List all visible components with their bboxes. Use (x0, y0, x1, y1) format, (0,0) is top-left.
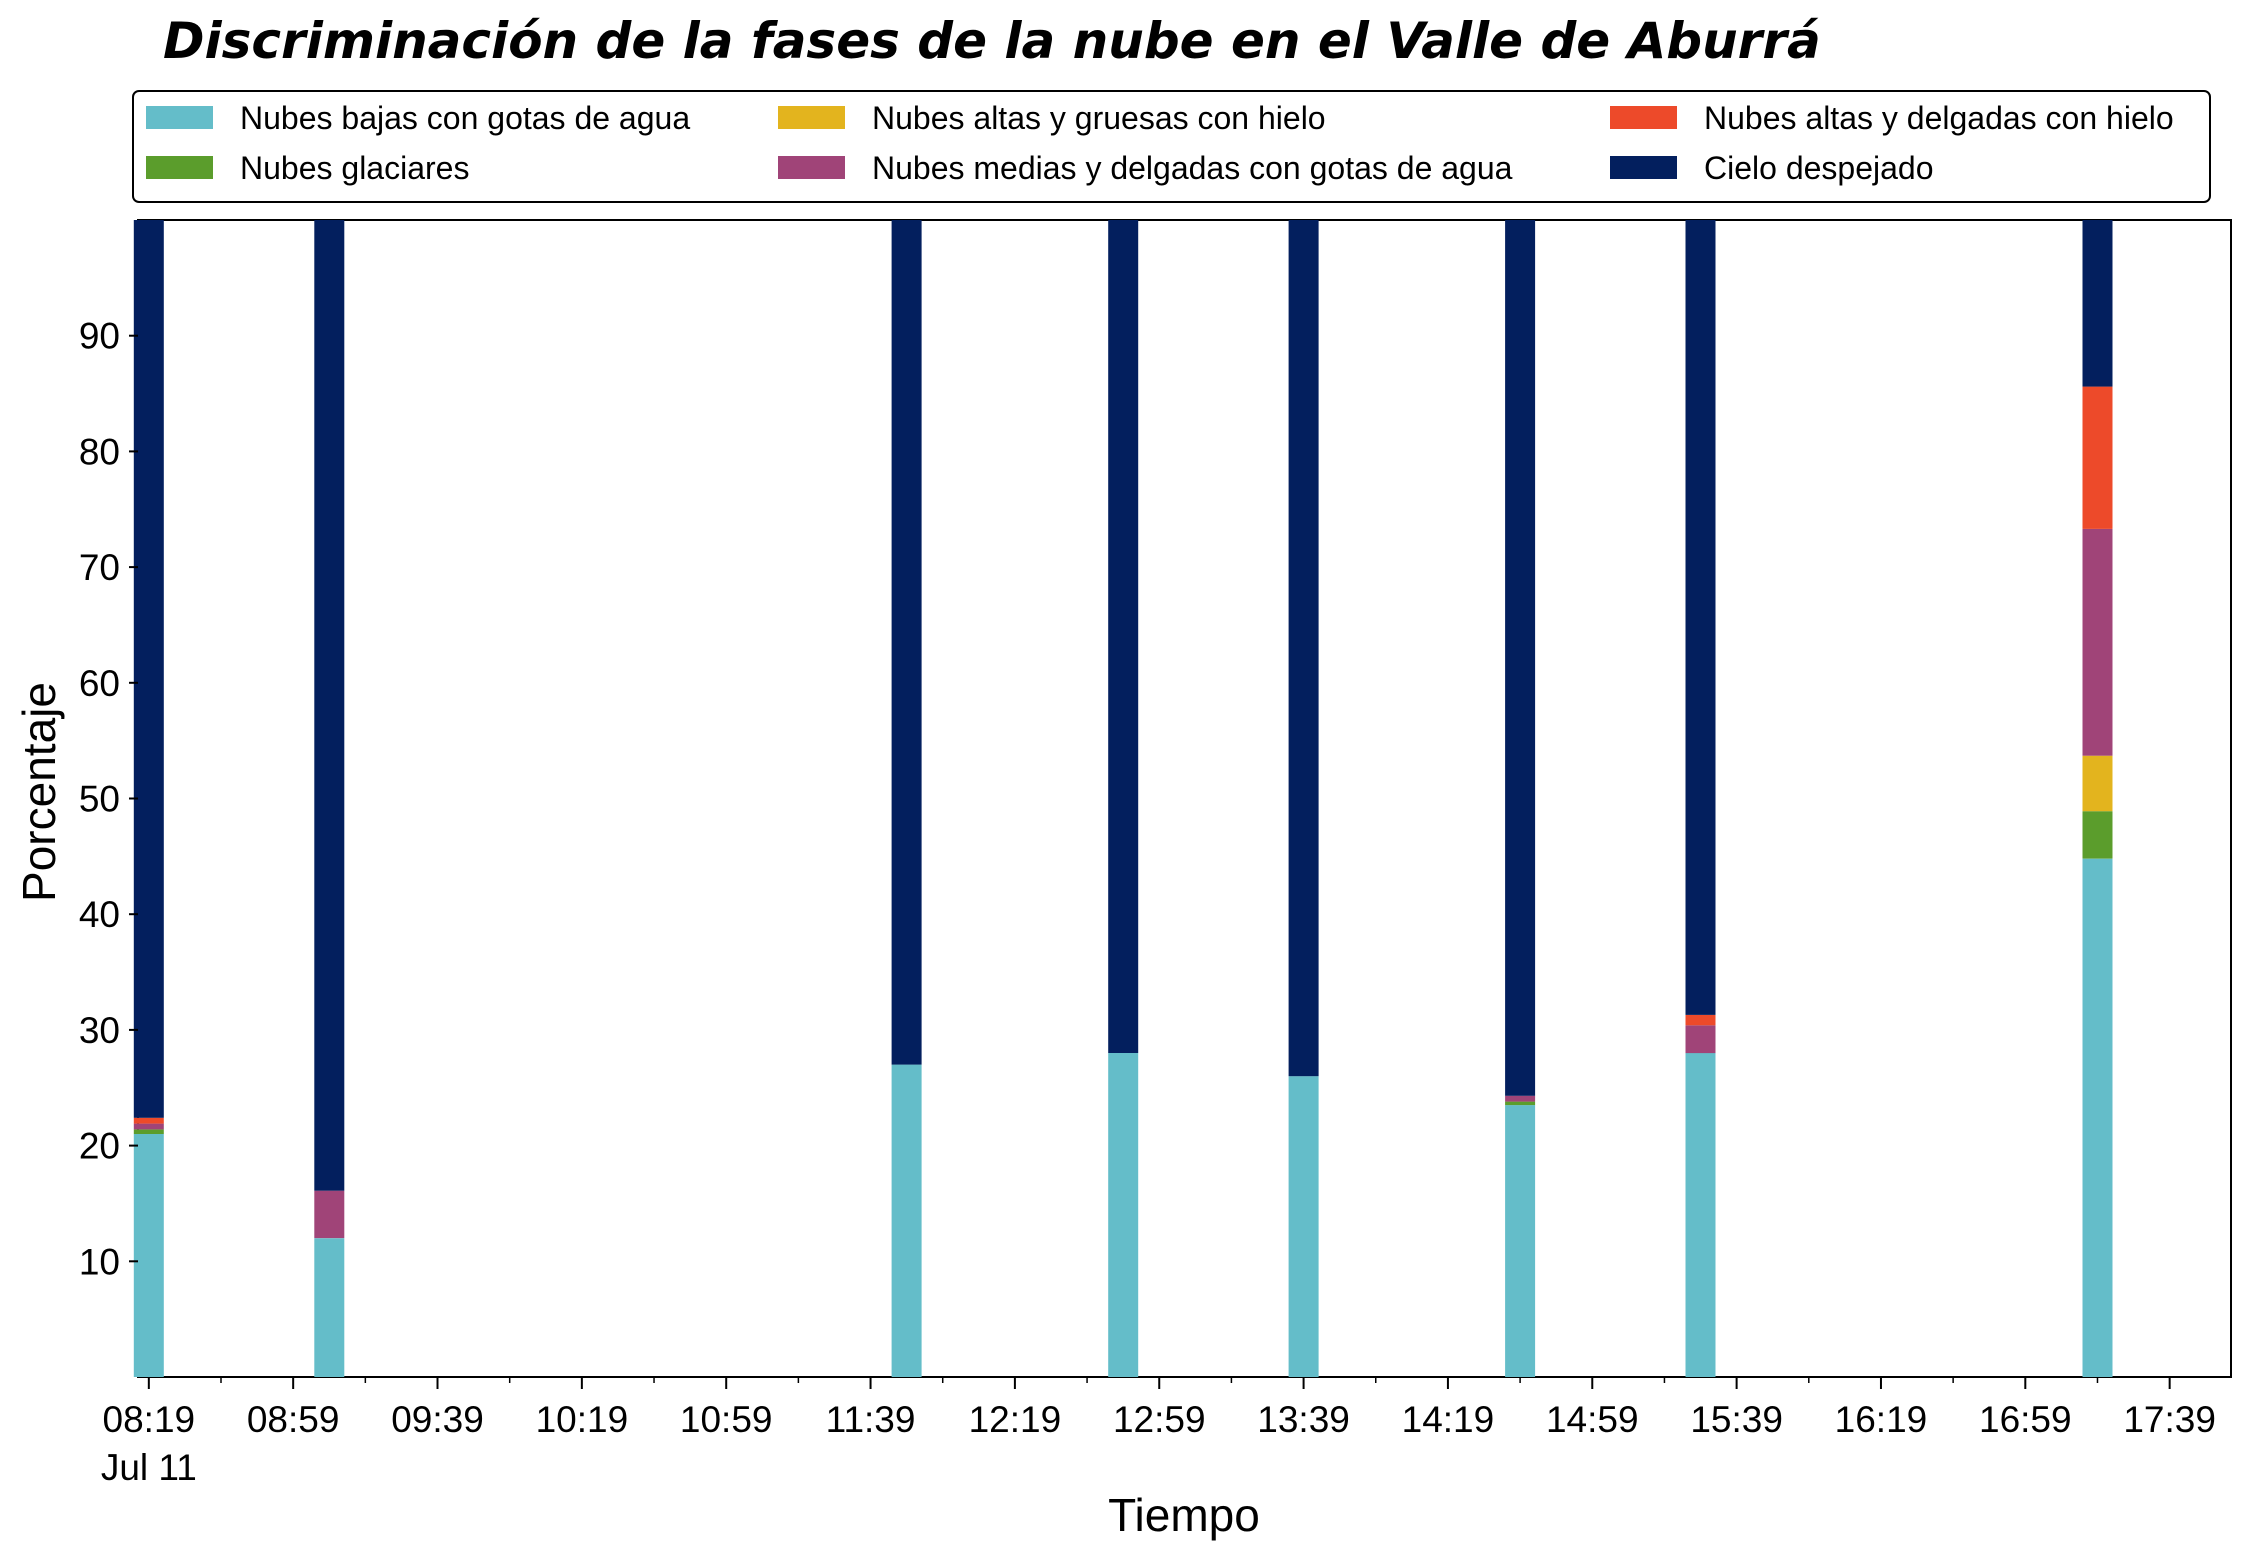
bar-segment (133, 1117, 164, 1124)
chart-title: Discriminación de la fases de la nube en… (163, 12, 1821, 70)
x-tick-label: 12:59 (1113, 1399, 1206, 1440)
x-tick-label: 17:39 (2123, 1399, 2216, 1440)
x-tick-label: 13:39 (1257, 1399, 1350, 1440)
legend: Nubes bajas con gotas de agua Nubes glaci… (132, 90, 2211, 203)
bar-segment (891, 1064, 922, 1377)
bar-segment (314, 1190, 345, 1239)
y-axis-label: Porcentaje (13, 682, 65, 902)
bar-segment (2082, 386, 2113, 529)
x-axis-label: Tiempo (1108, 1489, 1260, 1541)
bar-segment (2082, 755, 2113, 812)
legend-frame (132, 90, 2211, 203)
bar-segment (891, 220, 922, 1065)
legend-swatch (778, 106, 845, 129)
bar-segment (133, 1123, 164, 1130)
bar-segment (314, 1238, 345, 1377)
legend-label: Nubes altas y delgadas con hielo (1704, 100, 2174, 136)
y-tick-label: 80 (79, 431, 120, 472)
x-tick-label: 14:59 (1546, 1399, 1639, 1440)
bar-segment (1108, 1053, 1139, 1377)
x-tick-label: 08:59 (247, 1399, 340, 1440)
x-tick-date-label: Jul 11 (101, 1447, 197, 1488)
bar-segment (1288, 220, 1319, 1077)
x-tick-label: 14:19 (1402, 1399, 1495, 1440)
bar-segment (1108, 220, 1139, 1053)
bar-segment (133, 1129, 164, 1134)
legend-label: Nubes medias y delgadas con gotas de agu… (872, 150, 1513, 186)
x-tick-label: 16:59 (1979, 1399, 2072, 1440)
bar-segment (1685, 1053, 1716, 1377)
y-tick-label: 60 (79, 663, 120, 704)
y-tick-label: 70 (79, 547, 120, 588)
bar-segment (314, 220, 345, 1191)
y-tick-label: 90 (79, 316, 120, 357)
legend-swatch (1610, 106, 1677, 129)
legend-label: Cielo despejado (1704, 150, 1934, 186)
bar-segment (2082, 528, 2113, 756)
legend-swatch (778, 156, 845, 179)
legend-label: Nubes altas y gruesas con hielo (872, 100, 1326, 136)
x-tick-label: 11:39 (826, 1399, 916, 1440)
x-tick-label: 16:19 (1835, 1399, 1928, 1440)
bar-segment (133, 220, 164, 1118)
legend-label: Nubes bajas con gotas de agua (240, 100, 690, 136)
bar-segment (2082, 858, 2113, 1377)
legend-swatch (1610, 156, 1677, 179)
bar-segment (1505, 1101, 1536, 1106)
bars-group (133, 220, 2113, 1377)
legend-swatch (146, 156, 213, 179)
bar-segment (1288, 1076, 1319, 1377)
x-tick-label: 12:19 (969, 1399, 1062, 1440)
bar-segment (1685, 220, 1716, 1015)
bar-segment (2082, 811, 2113, 859)
bar-segment (1505, 220, 1536, 1096)
y-axis: 10 20 30 40 50 60 70 80 90 (79, 316, 138, 1282)
x-axis: 08:19 Jul 11 08:59 09:39 10:19 10:59 11:39 12:1… (101, 1377, 2216, 1488)
y-tick-label: 50 (79, 779, 120, 820)
y-tick-label: 40 (79, 894, 120, 935)
legend-label: Nubes glaciares (240, 150, 469, 186)
y-tick-label: 10 (79, 1241, 120, 1282)
x-tick-label: 10:59 (680, 1399, 773, 1440)
x-tick-label: 08:19 (103, 1399, 196, 1440)
y-tick-label: 20 (79, 1126, 120, 1167)
bar-segment (1685, 1014, 1716, 1026)
bar-segment (1505, 1105, 1536, 1377)
legend-swatch (146, 106, 213, 129)
y-tick-label: 30 (79, 1010, 120, 1051)
x-tick-label: 09:39 (391, 1399, 484, 1440)
bar-segment (2082, 220, 2113, 387)
x-tick-label: 15:39 (1690, 1399, 1783, 1440)
bar-segment (133, 1134, 164, 1377)
bar-segment (1685, 1025, 1716, 1054)
bar-segment (1505, 1095, 1536, 1102)
x-tick-label: 10:19 (536, 1399, 629, 1440)
